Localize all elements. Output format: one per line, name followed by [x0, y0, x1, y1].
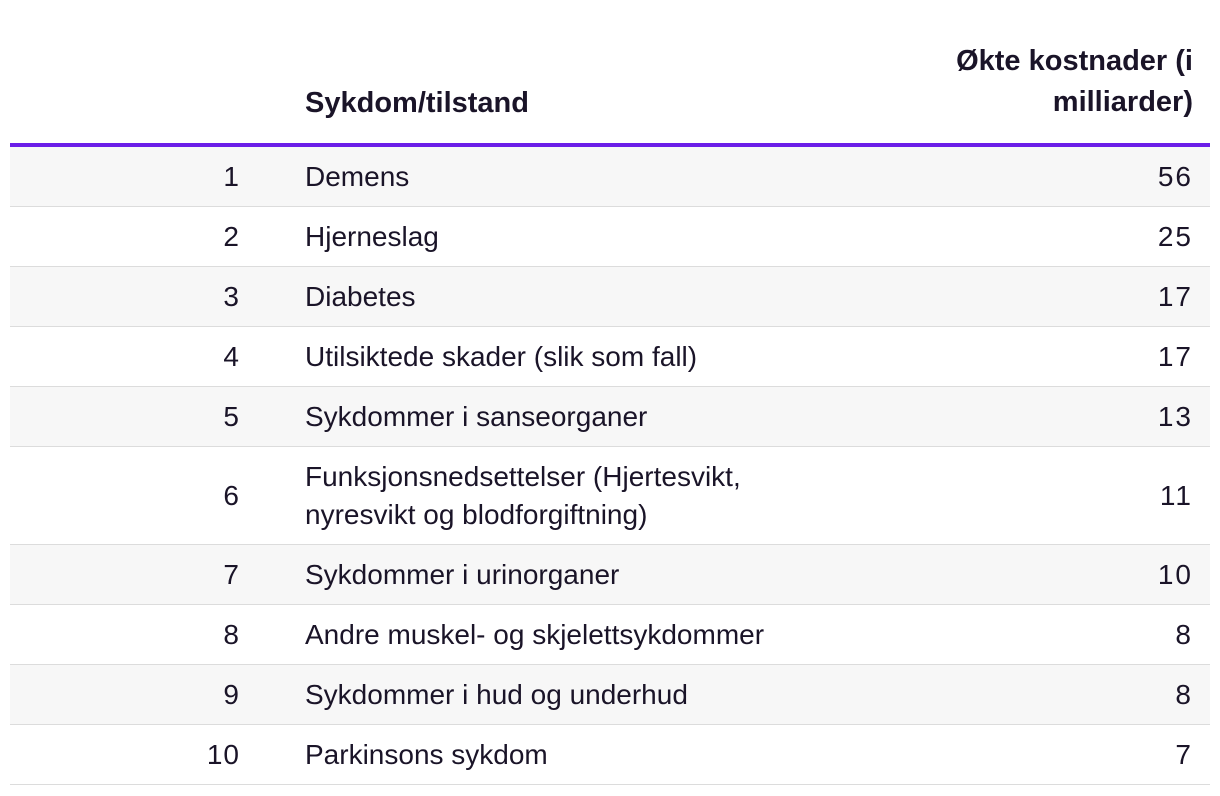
table-row: 3 Diabetes 17	[10, 267, 1210, 327]
rank-cell: 3	[223, 280, 240, 312]
condition-cell: Demens	[305, 160, 410, 192]
table-row: 8 Andre muskel- og skjelettsykdommer 8	[10, 605, 1210, 665]
table-row: 1 Demens 56	[10, 147, 1210, 207]
condition-cell: Funksjonsnedsettelser (Hjertesvikt, nyre…	[305, 460, 741, 530]
condition-cell: Hjerneslag	[305, 220, 439, 252]
rank-cell: 8	[223, 618, 240, 650]
condition-cell: Andre muskel- og skjelettsykdommer	[305, 618, 765, 650]
rank-cell: 2	[223, 220, 240, 252]
rank-cell: 5	[223, 400, 240, 432]
cost-cell: 17	[1157, 340, 1193, 372]
table-row: 2 Hjerneslag 25	[10, 207, 1210, 267]
condition-cell: Utilsiktede skader (slik som fall)	[305, 340, 698, 372]
condition-cell: Sykdommer i urinorganer	[305, 558, 620, 590]
rank-cell: 4	[223, 340, 240, 372]
column-header-cost: Økte kostnader (i milliarder)	[956, 45, 1193, 118]
rank-cell: 7	[223, 558, 240, 590]
cost-cell: 56	[1157, 160, 1193, 192]
cost-cell: 8	[1175, 678, 1193, 710]
rank-cell: 10	[206, 738, 240, 770]
rank-cell: 1	[223, 160, 240, 192]
condition-cell: Parkinsons sykdom	[305, 738, 548, 770]
cost-cell: 7	[1175, 738, 1193, 770]
table-row: 4 Utilsiktede skader (slik som fall) 17	[10, 327, 1210, 387]
cost-cell: 11	[1159, 479, 1193, 511]
condition-cell: Sykdommer i hud og underhud	[305, 678, 688, 710]
table-row: 9 Sykdommer i hud og underhud 8	[10, 665, 1210, 725]
table-row: 5 Sykdommer i sanseorganer 13	[10, 387, 1210, 447]
table-body: 1 Demens 56 2 Hjerneslag 25 3 Diabetes 17 4 Utilsi…	[10, 147, 1210, 785]
cost-table: Sykdom/tilstand Økte kostnader (i millia…	[10, 0, 1210, 785]
condition-cell: Diabetes	[305, 280, 416, 312]
cost-cell: 10	[1157, 558, 1193, 590]
cost-cell: 8	[1175, 618, 1193, 650]
cost-cell: 13	[1157, 400, 1193, 432]
cost-cell: 17	[1157, 280, 1193, 312]
table-row: 6 Funksjonsnedsettelser (Hjertesvikt, nyr…	[10, 447, 1210, 545]
rank-cell: 9	[223, 678, 240, 710]
column-header-condition: Sykdom/tilstand	[305, 87, 529, 119]
rank-cell: 6	[223, 479, 240, 511]
cost-cell: 25	[1157, 220, 1193, 252]
table-row: 10 Parkinsons sykdom 7	[10, 725, 1210, 785]
table-row: 7 Sykdommer i urinorganer 10	[10, 545, 1210, 605]
condition-cell: Sykdommer i sanseorganer	[305, 400, 648, 432]
table-header: Sykdom/tilstand Økte kostnader (i millia…	[10, 0, 1210, 147]
